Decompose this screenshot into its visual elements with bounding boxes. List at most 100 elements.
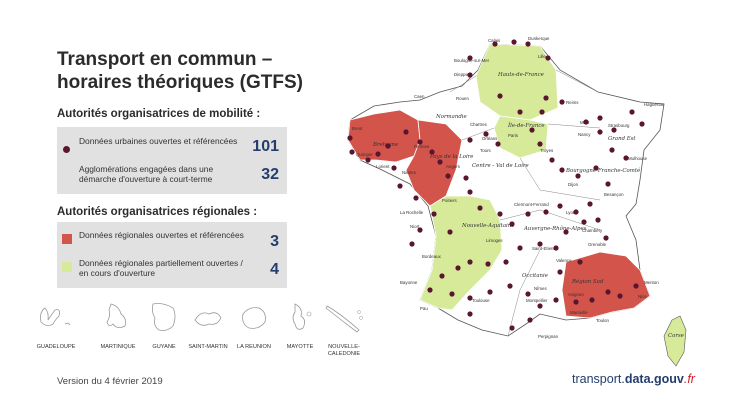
authority-dot (467, 55, 473, 61)
city-label: Besançon (604, 192, 624, 197)
authority-dot (611, 127, 617, 133)
authority-dot (487, 289, 493, 295)
authority-dot (543, 95, 549, 101)
authority-dot (629, 109, 635, 115)
city-label: Chambéry (582, 228, 603, 233)
city-label: Dieppe (454, 72, 468, 77)
authority-dot (605, 181, 611, 187)
brand-part: data.gouv (624, 372, 684, 386)
city-label: Troyes (540, 148, 554, 153)
authority-dot (603, 235, 609, 241)
authority-dot (553, 245, 559, 251)
authority-dot (509, 325, 515, 331)
city-label: Haguenau (644, 102, 665, 107)
authority-dot (495, 141, 501, 147)
authority-dot (467, 72, 473, 78)
territory-saint-martin: SAINT-MARTIN (178, 300, 238, 351)
territory-martinique: MARTINIQUE (88, 300, 148, 351)
authority-dot (509, 221, 515, 227)
mobility-heading: Autorités organisatrices de mobilité : (57, 108, 261, 120)
authority-dot (467, 137, 473, 143)
city-label: Perpignan (538, 334, 559, 339)
city-label: Poitiers (442, 198, 457, 203)
authority-dot (467, 189, 473, 195)
authority-dot (543, 209, 549, 215)
city-label: Pau (420, 306, 428, 311)
city-label: Strasbourg (608, 123, 630, 128)
city-label: Nancy (578, 132, 591, 137)
city-label: Boulogne-sur-Mer (454, 58, 490, 63)
territory-guyane: GUYANE (134, 300, 194, 351)
authority-dot (593, 165, 599, 171)
legend-label: Données urbaines ouvertes et référencées (79, 136, 238, 146)
authority-dot (439, 273, 445, 279)
nouvelle-caledonie-outline-icon (325, 305, 363, 333)
authority-dot (397, 183, 403, 189)
authority-dot (431, 211, 437, 217)
authority-dot (445, 173, 451, 179)
authority-dot (525, 41, 531, 47)
authority-dot (429, 149, 435, 155)
authority-dot (633, 283, 639, 289)
territory-label: GUYANE (152, 344, 176, 350)
authority-dot (525, 291, 531, 297)
authority-dot (467, 295, 473, 301)
legend-count: 4 (270, 261, 279, 278)
territory-la-reunion: LA REUNION (224, 300, 284, 351)
authority-dot (583, 119, 589, 125)
city-label: Caen (414, 94, 425, 99)
guyane-outline-icon (151, 303, 176, 331)
reunion-outline-icon (242, 307, 266, 329)
territory-guadeloupe: GUADELOUPE (26, 300, 86, 351)
authority-dot (417, 139, 423, 145)
authority-dot (597, 129, 603, 135)
region-label: Grand Est (608, 136, 636, 142)
regional-legend: Données régionales ouvertes et référencé… (57, 222, 287, 288)
legend-count: 101 (252, 138, 279, 155)
territory-label: LA REUNION (237, 344, 271, 350)
authority-dot (549, 157, 555, 163)
region-label: Bretagne (372, 142, 398, 148)
authority-dot (559, 167, 565, 173)
authority-dot (573, 299, 579, 305)
authority-dot (347, 135, 353, 141)
city-label: Tours (480, 148, 492, 153)
brand-part: transport. (572, 372, 625, 386)
authority-dot (477, 205, 483, 211)
city-label: Nice (638, 294, 647, 299)
city-label: Clermont-Ferrand (514, 202, 549, 207)
authority-dot (623, 155, 629, 161)
city-label: Brest (352, 126, 363, 131)
brand-logo[interactable]: transport.data.gouv.fr (572, 372, 695, 386)
city-dots (347, 39, 645, 331)
authority-dot (557, 269, 563, 275)
city-label: Quimper (356, 152, 373, 157)
region-label: Corse (668, 333, 684, 339)
territory-label: MARTINIQUE (100, 344, 136, 350)
authority-dot (597, 115, 603, 121)
authority-dot (537, 141, 543, 147)
authority-dot (375, 151, 381, 157)
region-sud (561, 251, 651, 319)
authority-dot (587, 201, 593, 207)
region-label: Normandie (435, 114, 467, 120)
region-label: Centre - Val de Loire (472, 163, 529, 169)
authority-dot (511, 39, 517, 45)
authority-dot (609, 147, 615, 153)
saint-martin-outline-icon (194, 312, 222, 326)
authority-dot (485, 261, 491, 267)
city-label: Dijon (568, 182, 579, 187)
authority-dot (595, 217, 601, 223)
city-label: Niort (410, 224, 420, 229)
city-label: La Rochelle (400, 210, 424, 215)
city-label: Mulhouse (628, 156, 648, 161)
authority-dot (437, 159, 443, 165)
authority-dot (427, 287, 433, 293)
authority-dot (553, 297, 559, 303)
city-label: Orléans (482, 136, 498, 141)
authority-dot (617, 293, 623, 299)
authority-dot (497, 211, 503, 217)
page-title: Transport en commun – horaires théorique… (57, 48, 317, 94)
authority-dot (507, 283, 513, 289)
region-label: Occitanie (522, 273, 548, 279)
